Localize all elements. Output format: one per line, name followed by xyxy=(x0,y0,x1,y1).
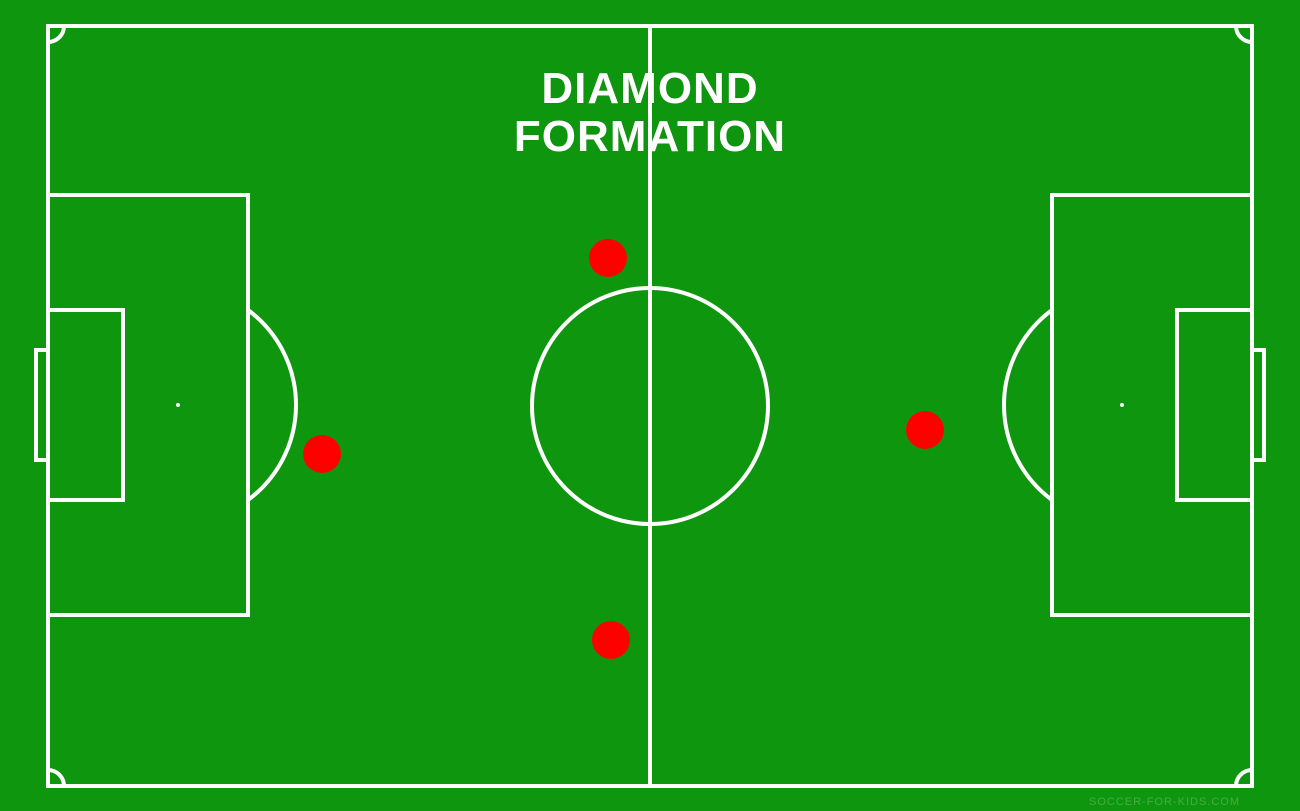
watermark: SOCCER-FOR-KIDS.COM xyxy=(1089,796,1240,808)
title-line-2: FORMATION xyxy=(0,113,1300,161)
player-bottom xyxy=(592,621,630,659)
formation-title: DIAMOND FORMATION xyxy=(0,65,1300,160)
player-top xyxy=(589,239,627,277)
title-line-1: DIAMOND xyxy=(0,65,1300,113)
player-left xyxy=(303,435,341,473)
soccer-field-diagram: DIAMOND FORMATION SOCCER-FOR-KIDS.COM xyxy=(0,0,1300,811)
player-right xyxy=(906,411,944,449)
